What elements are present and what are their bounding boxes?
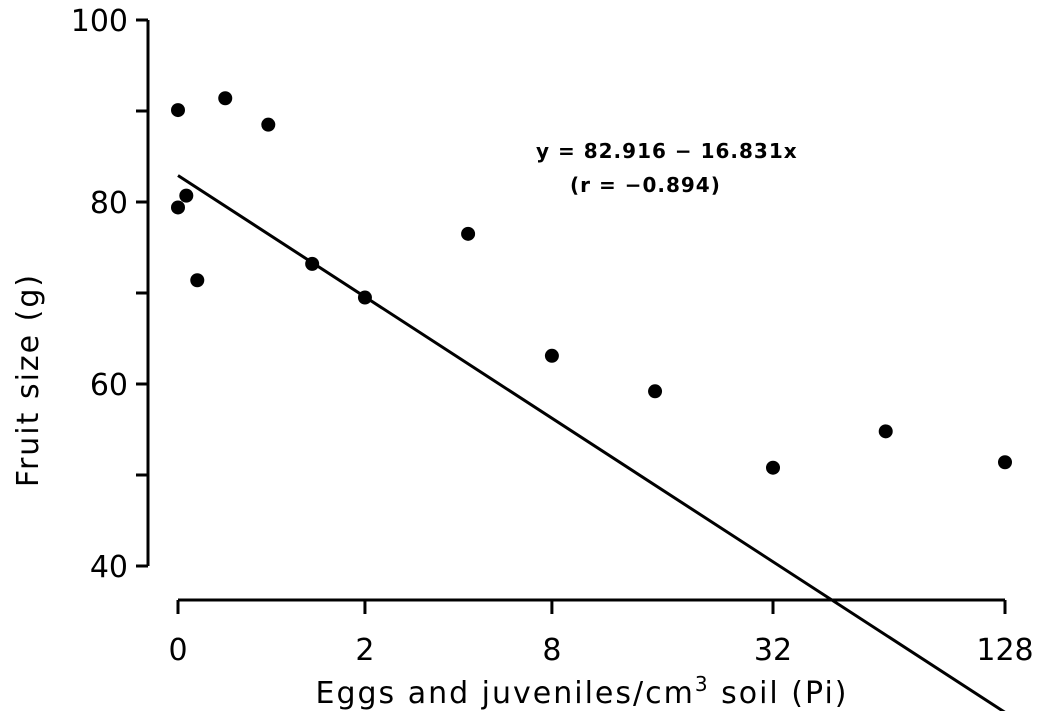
data-point [190, 273, 205, 288]
data-points [171, 91, 1012, 475]
axes [136, 18, 1007, 614]
x-tick-label: 0 [168, 633, 187, 668]
data-point [766, 460, 781, 475]
regression-equation: y = 82.916 − 16.831x [536, 139, 798, 163]
y-axis-label: Fruit size (g) [11, 273, 46, 487]
x-axis-label-main: Eggs and juveniles/cm [316, 676, 695, 711]
data-point [998, 455, 1012, 470]
x-tick-label: 8 [542, 633, 561, 668]
data-point [357, 290, 372, 305]
y-tick-label: 100 [71, 4, 128, 39]
y-tick-label: 40 [90, 550, 128, 585]
data-point [179, 188, 194, 203]
x-tick-labels: 0 2 8 32 128 [168, 633, 1033, 668]
x-tick-label: 32 [754, 633, 792, 668]
y-tick-labels: 40 60 80 100 [71, 4, 128, 585]
data-point [171, 200, 185, 215]
x-tick-label: 2 [355, 633, 374, 668]
data-point [878, 424, 893, 439]
correlation-coefficient: (r = −0.894) [570, 173, 721, 197]
data-point [218, 91, 233, 106]
data-point [305, 256, 320, 271]
data-point [461, 226, 476, 241]
data-point [648, 384, 663, 399]
x-axis-label-suffix: soil (Pi) [710, 676, 849, 711]
x-tick-label: 128 [976, 633, 1033, 668]
data-point [171, 103, 185, 118]
y-tick-label: 60 [90, 368, 128, 403]
regression-line-layer [177, 174, 1006, 711]
data-point [544, 348, 559, 363]
data-point [261, 117, 276, 132]
regression-line [177, 174, 1006, 711]
x-axis-label: Eggs and juveniles/cm3 soil (Pi) [316, 672, 849, 711]
y-tick-label: 80 [90, 186, 128, 221]
x-axis-label-superscript: 3 [695, 672, 710, 696]
